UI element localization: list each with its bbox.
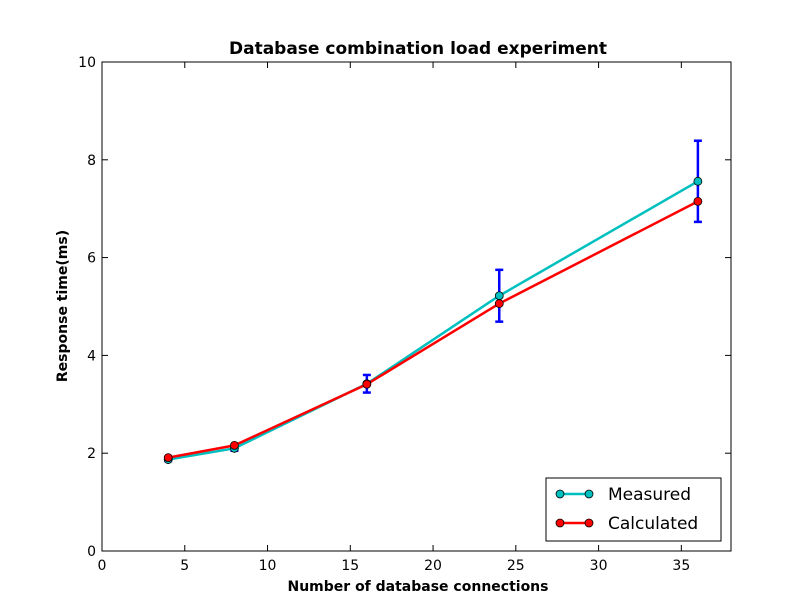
x-tick-label: 30: [590, 558, 608, 574]
y-tick-label: 4: [87, 348, 96, 364]
x-tick-label: 0: [98, 558, 107, 574]
legend-marker: [584, 489, 594, 499]
data-point-calculated: [163, 453, 173, 463]
x-tick-label: 10: [259, 558, 277, 574]
chart-title: Database combination load experiment: [229, 39, 607, 59]
series-line-measured: [168, 180, 699, 461]
y-tick-label: 0: [87, 544, 96, 560]
x-tick-label: 15: [341, 558, 359, 574]
plot-frame: [101, 61, 732, 552]
data-point-calculated: [494, 299, 504, 308]
y-tick-label: 6: [87, 251, 96, 267]
x-tick-label: 20: [424, 558, 442, 574]
y-axis-label: Response time(ms): [55, 230, 71, 382]
legend-marker: [584, 518, 594, 528]
x-tick-label: 25: [507, 558, 525, 574]
x-tick-label: 5: [180, 558, 189, 574]
legend-marker: [555, 518, 565, 528]
x-tick-label: 35: [672, 558, 690, 574]
legend-box: [545, 477, 722, 542]
data-point-measured: [494, 291, 504, 301]
x-axis-label: Number of database connections: [288, 579, 549, 595]
y-tick-label: 8: [87, 153, 96, 169]
legend: Measured Calculated: [545, 477, 722, 542]
data-point-calculated: [230, 440, 239, 450]
legend-label: Calculated: [608, 514, 698, 534]
data-point-measured: [693, 176, 703, 186]
series-line-calculated: [167, 200, 699, 459]
legend-label: Measured: [608, 485, 691, 505]
ticks-layer: 0 5 10 15 20 25 30 35 0 2 4 6 8 10: [78, 55, 731, 574]
legend-marker: [555, 489, 565, 499]
y-tick-label: 2: [87, 446, 96, 462]
data-point-calculated: [693, 196, 703, 206]
data-point-calculated: [362, 379, 372, 389]
y-tick-label: 10: [78, 55, 96, 71]
marks-layer: [163, 139, 703, 464]
